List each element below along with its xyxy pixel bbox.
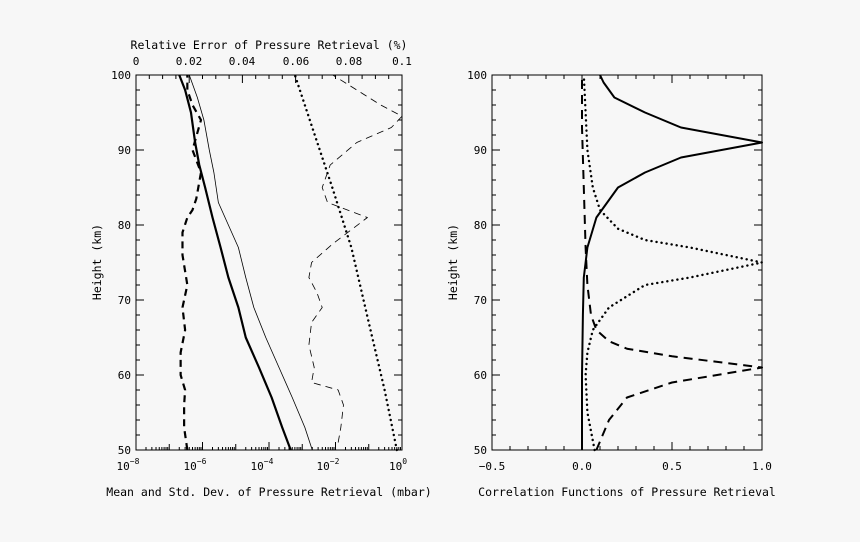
left-y-tick-label: 70 <box>118 294 131 307</box>
left-top-tick-label: 0.02 <box>176 55 203 68</box>
right-x-axis-title: Correlation Functions of Pressure Retrie… <box>478 485 776 499</box>
left-y-tick-label: 60 <box>118 369 131 382</box>
left-series-dashed-thin <box>308 74 403 443</box>
right-x-tick-label: −0.5 <box>479 460 506 473</box>
right-y-tick-label: 60 <box>474 369 487 382</box>
left-top-tick-label: 0.08 <box>336 55 363 68</box>
left-panel: Relative Error of Pressure Retrieval (%)… <box>90 38 432 499</box>
left-top-axis-title: Relative Error of Pressure Retrieval (%) <box>131 38 408 52</box>
right-y-tick-label: 90 <box>474 144 487 157</box>
left-series-dashed-thick <box>179 75 203 451</box>
left-bottom-tick-label: 100 <box>389 457 407 473</box>
left-y-tick-label: 80 <box>118 219 131 232</box>
right-y-tick-label: 70 <box>474 294 487 307</box>
left-series-solid-thin <box>188 74 313 451</box>
left-bottom-tick-label: 10−6 <box>184 457 207 473</box>
right-plot-frame <box>491 74 763 451</box>
left-bottom-tick-label: 10−2 <box>317 457 340 473</box>
right-series <box>581 73 764 452</box>
left-series-solid-thick <box>178 74 292 451</box>
right-ticks <box>491 74 763 451</box>
left-y-axis-title: Height (km) <box>90 224 104 300</box>
right-x-tick-label: 0.5 <box>662 460 682 473</box>
right-y-tick-label: 80 <box>474 219 487 232</box>
right-panel: Correlation Functions of Pressure Retrie… <box>446 69 776 499</box>
left-bottom-tick-label: 10−4 <box>251 457 274 473</box>
left-series <box>178 73 403 452</box>
right-series-solid <box>581 74 763 450</box>
right-y-tick-label: 50 <box>474 444 487 457</box>
left-top-tick-label: 0.04 <box>229 55 256 68</box>
right-series-dashed <box>581 75 763 451</box>
right-y-axis-title: Height (km) <box>446 224 460 300</box>
right-x-tick-label: 0.0 <box>572 460 592 473</box>
right-y-tick-label: 100 <box>467 69 487 82</box>
right-x-tick-label: 1.0 <box>752 460 772 473</box>
left-top-tick-label: 0.06 <box>283 55 310 68</box>
left-bottom-tick-label: 10−8 <box>117 457 140 473</box>
left-top-tick-label: 0 <box>133 55 140 68</box>
left-x-axis-title: Mean and Std. Dev. of Pressure Retrieval… <box>106 485 431 499</box>
left-series-dotted <box>293 73 399 452</box>
left-y-tick-label: 100 <box>111 69 131 82</box>
right-series-dotted <box>582 73 764 452</box>
left-y-tick-label: 90 <box>118 144 131 157</box>
left-y-tick-label: 50 <box>118 444 131 457</box>
left-top-tick-label: 0.1 <box>392 55 412 68</box>
